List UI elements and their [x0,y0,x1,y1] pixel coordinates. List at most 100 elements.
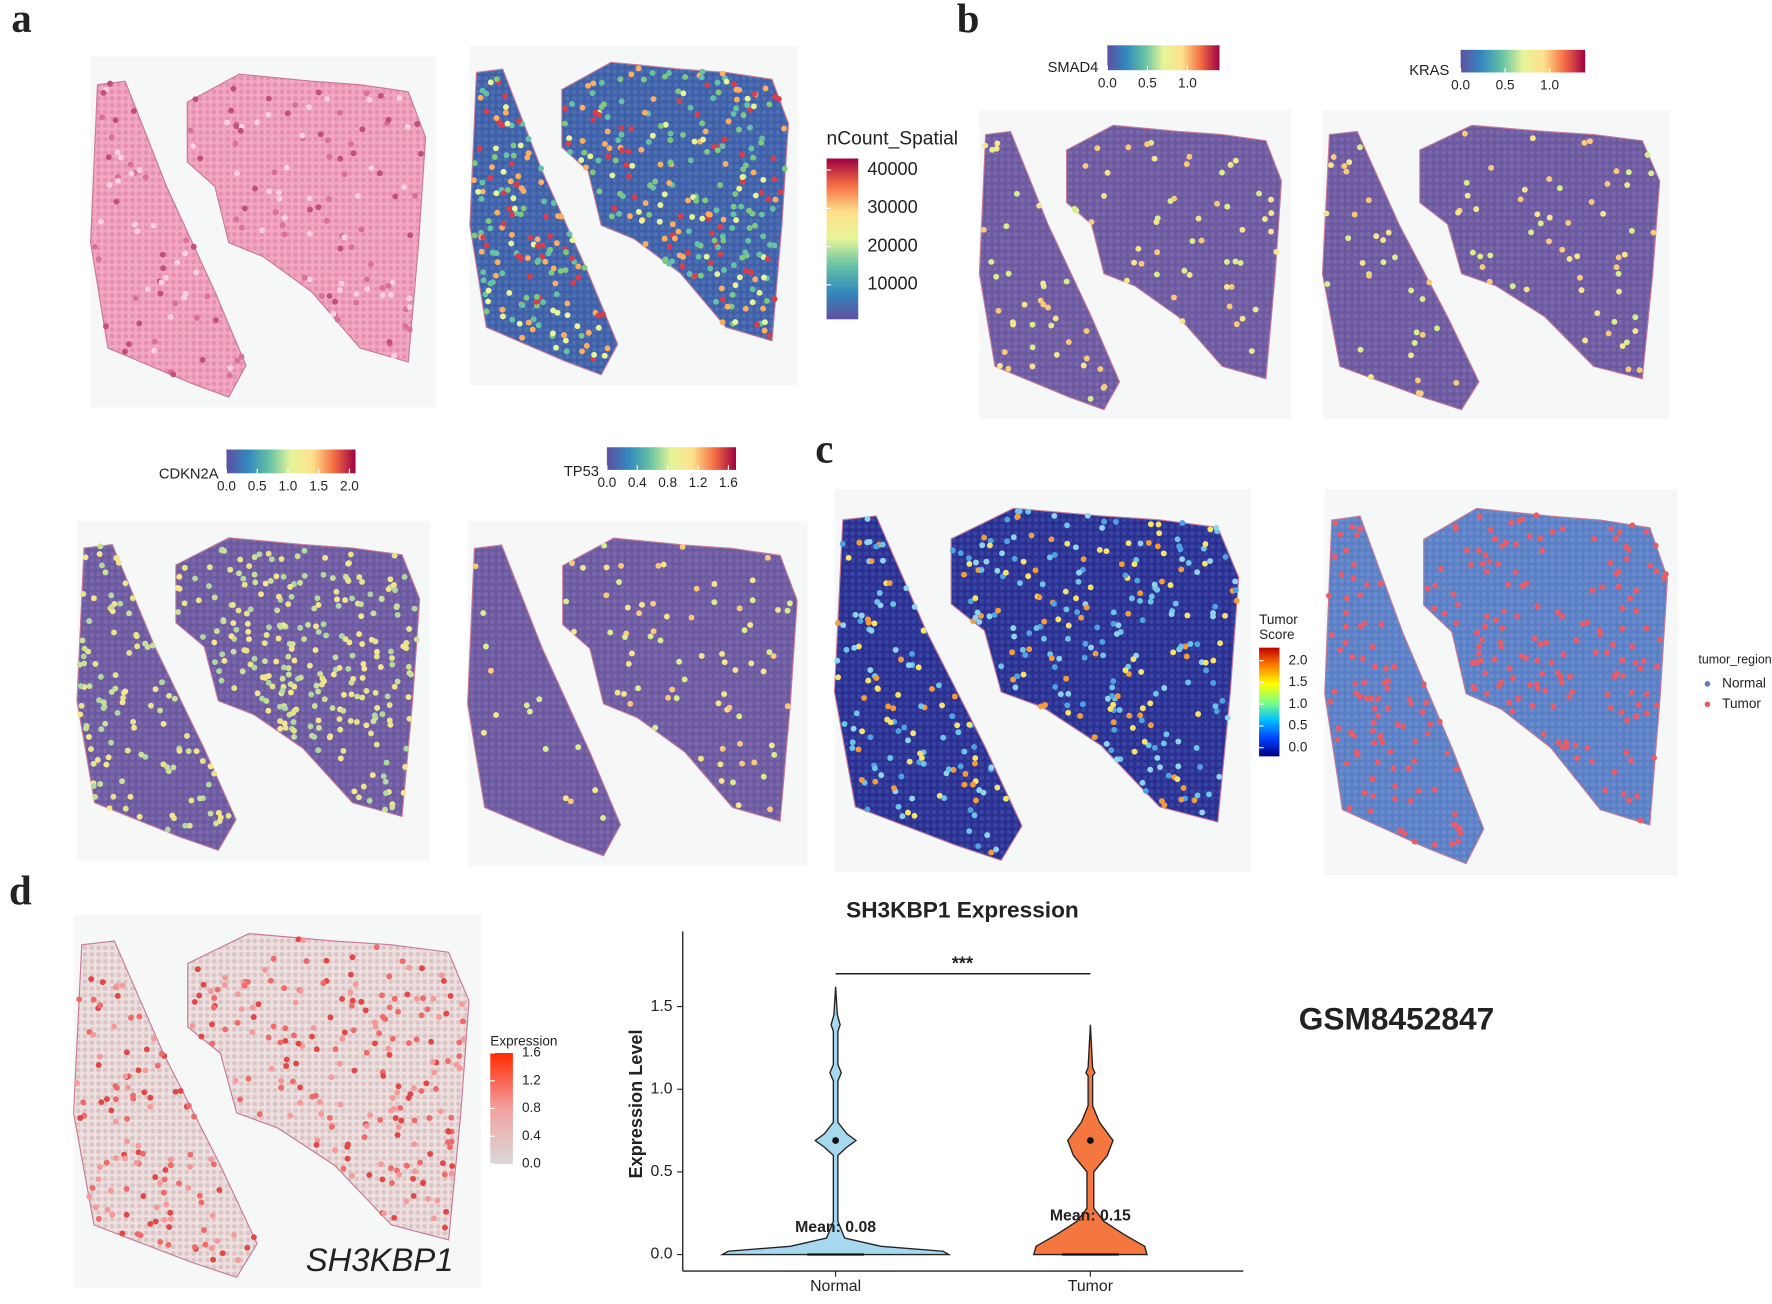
spot [1273,248,1280,255]
spot [476,145,483,152]
spot [1135,245,1142,252]
spot [386,973,393,980]
spot [209,1040,216,1047]
spot [370,610,377,617]
spot [86,1193,93,1200]
spot [176,747,183,754]
spot [305,621,311,628]
spot [385,586,392,593]
spot [744,102,751,109]
spot [277,623,284,630]
spot [1341,163,1348,169]
spot [499,313,506,320]
spot [1003,223,1010,230]
spot [563,348,570,355]
spot [77,711,84,718]
spot [1232,578,1239,585]
spot [1384,685,1391,692]
spot [1104,169,1111,176]
spot [640,76,647,83]
spot [615,137,622,144]
spot [1611,769,1618,776]
spot [1537,220,1544,227]
spot [1653,702,1660,709]
spot [370,718,377,725]
spot [183,237,190,244]
spot [595,312,602,319]
spot [1576,274,1583,281]
spot [781,165,788,172]
spot [1056,655,1063,662]
spot [301,547,308,554]
spot [1559,246,1566,253]
spot [195,597,202,604]
spot [569,237,576,244]
spot [238,1006,245,1013]
spot [895,803,902,810]
colorbar-gradient [1107,45,1220,71]
spot [730,211,737,218]
spot [1326,592,1332,599]
spot [1005,365,1012,372]
spot [715,89,722,96]
spot [214,986,221,993]
spot [981,534,987,541]
spot [311,733,318,740]
spot [1114,693,1121,699]
spot [1457,830,1464,837]
spot [1648,170,1655,177]
spot [1534,211,1541,218]
spot [1125,540,1132,547]
spot [255,1001,262,1008]
spot [766,332,773,339]
spot [395,1124,402,1131]
spot [1632,328,1639,335]
spot [185,1184,192,1191]
spot [603,592,610,599]
spot [1529,135,1536,142]
spot [108,1107,115,1114]
spot [1405,765,1412,772]
spot [1074,609,1081,616]
spot [872,778,879,785]
spot [618,131,625,138]
spot [1233,597,1240,604]
spot [566,135,573,142]
spot [251,571,258,578]
spot [711,599,718,606]
spot [167,1162,174,1169]
spot [1177,546,1184,553]
spot [318,293,325,299]
spot [448,1170,455,1177]
spot [1600,210,1607,217]
spot [739,151,745,158]
spot [394,611,401,618]
spot [1147,598,1154,605]
tissue-section [73,940,258,1278]
spot [363,1049,370,1056]
spot [717,182,723,188]
spot [385,116,392,123]
spot [480,729,487,736]
spot [160,1189,167,1196]
spot [210,1161,217,1168]
colorbar-tick-label: 1.6 [719,475,738,490]
spot [292,102,299,108]
spot [1370,719,1377,726]
spot [686,270,693,277]
spot [874,598,881,605]
spot [1217,640,1224,647]
spot [219,651,226,658]
spot [1099,639,1106,645]
spot [1616,529,1623,536]
spot [126,649,133,656]
spot [899,813,906,820]
spot [1506,665,1513,671]
spot [1619,625,1626,632]
spot [321,696,328,703]
spot [694,241,701,247]
spot [871,765,878,772]
spot [282,1025,289,1032]
spot [308,1033,315,1040]
spot [1452,811,1459,818]
